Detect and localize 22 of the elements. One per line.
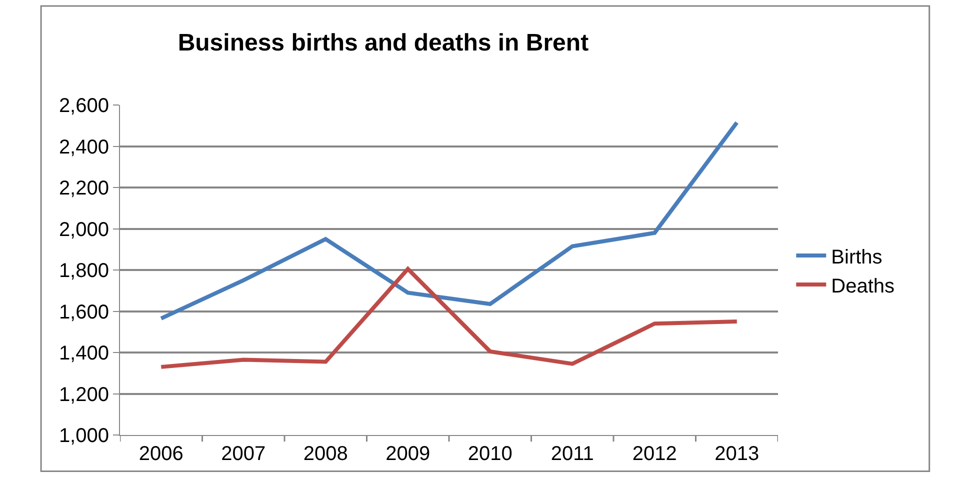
y-tick-label: 1,600 xyxy=(58,301,109,324)
legend-label: Deaths xyxy=(831,275,895,298)
x-tick-label: 2006 xyxy=(138,443,184,465)
chart-title: Business births and deaths in Brent xyxy=(178,29,589,56)
line-series xyxy=(159,120,739,320)
y-tick-label: 1,800 xyxy=(58,260,109,282)
x-tick-label: 2012 xyxy=(632,443,677,465)
y-tick-label: 1,400 xyxy=(58,342,109,364)
legend-label: Births xyxy=(831,246,882,268)
x-tick-label: 2013 xyxy=(714,443,760,465)
x-tick-label: 2009 xyxy=(386,443,430,465)
y-tick-label: 1,000 xyxy=(58,425,109,447)
y-tick-label: 2,400 xyxy=(58,136,109,158)
y-tick-label: 2,000 xyxy=(58,218,109,241)
y-tick-label: 2,600 xyxy=(58,95,109,117)
y-tick-label: 2,200 xyxy=(58,178,109,200)
line-series xyxy=(159,266,739,369)
x-tick-label: 2010 xyxy=(468,443,512,465)
x-tick-label: 2007 xyxy=(221,443,266,465)
y-tick-label: 1,200 xyxy=(58,384,109,406)
x-tick-label: 2008 xyxy=(303,443,348,465)
x-tick-label: 2011 xyxy=(550,443,594,465)
